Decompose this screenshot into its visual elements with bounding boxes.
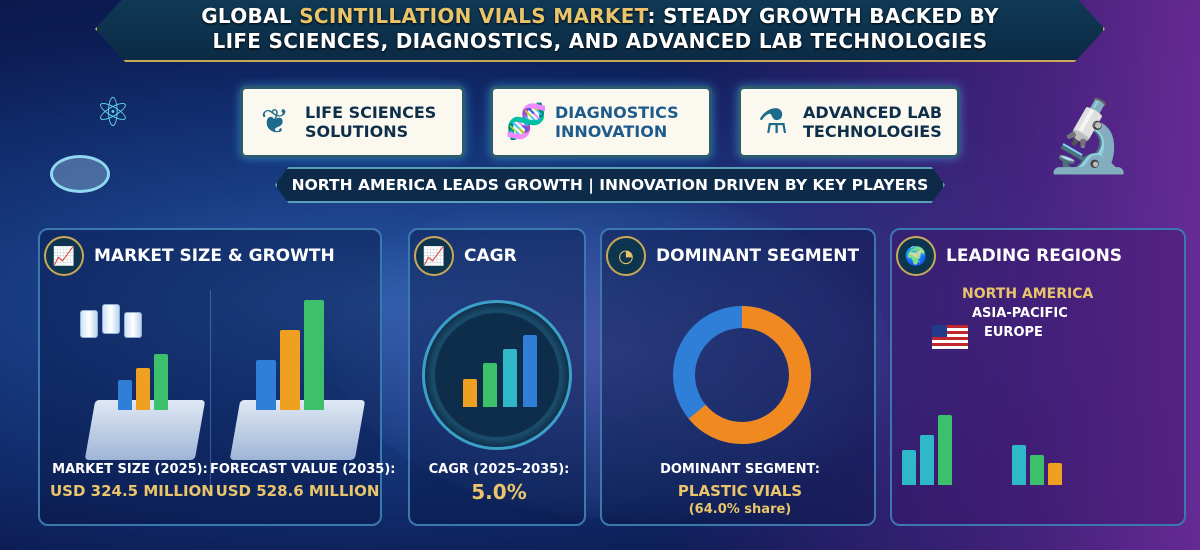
panel-leading-regions: 🌍 LEADING REGIONS NORTH AMERICA ASIA-PACI… <box>890 228 1186 526</box>
panel-dominant-segment: ◔ DOMINANT SEGMENT DOMINANT SEGMENT: PLAS… <box>600 228 876 526</box>
region-bar-chart <box>902 410 1182 485</box>
cagr-value: 5.0% <box>471 480 527 504</box>
dna-icon: 🧬 <box>505 101 548 142</box>
market-size-illustration <box>70 290 206 460</box>
region-europe: EUROPE <box>984 325 1043 340</box>
panel-cagr: 📈 CAGR CAGR (2025–2035): 5.0% <box>408 228 586 526</box>
divider <box>210 290 211 490</box>
segment-value: PLASTIC VIALS <box>677 482 803 500</box>
panel-title: DOMINANT SEGMENT <box>656 246 860 266</box>
market-size-label: MARKET SIZE (2025): <box>52 462 208 477</box>
forecast-value: USD 528.6 MILLION <box>215 482 380 500</box>
panel-market-size: 📈 MARKET SIZE & GROWTH MARKET SIZE (2025)… <box>38 228 396 526</box>
pillar-diagnostics: 🧬 DIAGNOSTICS INNOVATION <box>490 86 712 158</box>
pillar-label: LIFE SCIENCES <box>305 103 437 122</box>
pie-chart-icon: ◔ <box>606 236 646 276</box>
globe-icon: 🌍 <box>896 236 936 276</box>
region-asia-pacific: ASIA-PACIFIC <box>972 306 1068 321</box>
pillar-label: TECHNOLOGIES <box>803 122 942 141</box>
pillar-advanced-lab: ⚗ ADVANCED LAB TECHNOLOGIES <box>738 86 960 158</box>
growth-chart-icon: 📈 <box>44 236 84 276</box>
leaf-hands-icon: ❦ <box>260 101 290 142</box>
key-message-banner: NORTH AMERICA LEADS GROWTH | INNOVATION … <box>275 167 945 203</box>
segment-share: (64.0% share) <box>688 502 792 517</box>
pillar-label: INNOVATION <box>555 122 668 141</box>
pillar-label: SOLUTIONS <box>305 122 409 141</box>
panel-title: LEADING REGIONS <box>946 246 1123 266</box>
microscope-icon: 🔬 <box>1045 95 1133 177</box>
growth-chart-icon: 📈 <box>414 236 454 276</box>
region-north-america: NORTH AMERICA <box>962 286 1094 302</box>
pillar-life-sciences: ❦ LIFE SCIENCES SOLUTIONS <box>240 86 465 158</box>
panel-title: MARKET SIZE & GROWTH <box>94 246 335 266</box>
molecule-icon: ⚛ <box>95 90 131 136</box>
pillar-label: ADVANCED LAB <box>803 103 943 122</box>
segment-label: DOMINANT SEGMENT: <box>660 462 820 477</box>
donut-plastic-vials <box>673 306 811 444</box>
title-line-2: LIFE SCIENCES, DIAGNOSTICS, AND ADVANCED… <box>212 29 988 53</box>
flask-icon: ⚗ <box>757 101 789 142</box>
petri-dish-icon <box>50 155 110 193</box>
segment-donut-chart <box>673 306 811 444</box>
us-flag-icon <box>932 325 968 349</box>
forecast-label: FORECAST VALUE (2035): <box>210 462 396 477</box>
pillar-label: DIAGNOSTICS <box>555 103 679 122</box>
title-banner: GLOBAL SCINTILLATION VIALS MARKET: STEAD… <box>95 0 1105 62</box>
title-line-1: GLOBAL SCINTILLATION VIALS MARKET: STEAD… <box>201 4 999 28</box>
market-size-value: USD 324.5 MILLION <box>50 482 214 500</box>
panel-title: CAGR <box>464 246 517 266</box>
cagr-label: CAGR (2025–2035): <box>428 462 570 477</box>
forecast-illustration <box>229 290 370 460</box>
cagr-growth-icon <box>422 300 572 450</box>
